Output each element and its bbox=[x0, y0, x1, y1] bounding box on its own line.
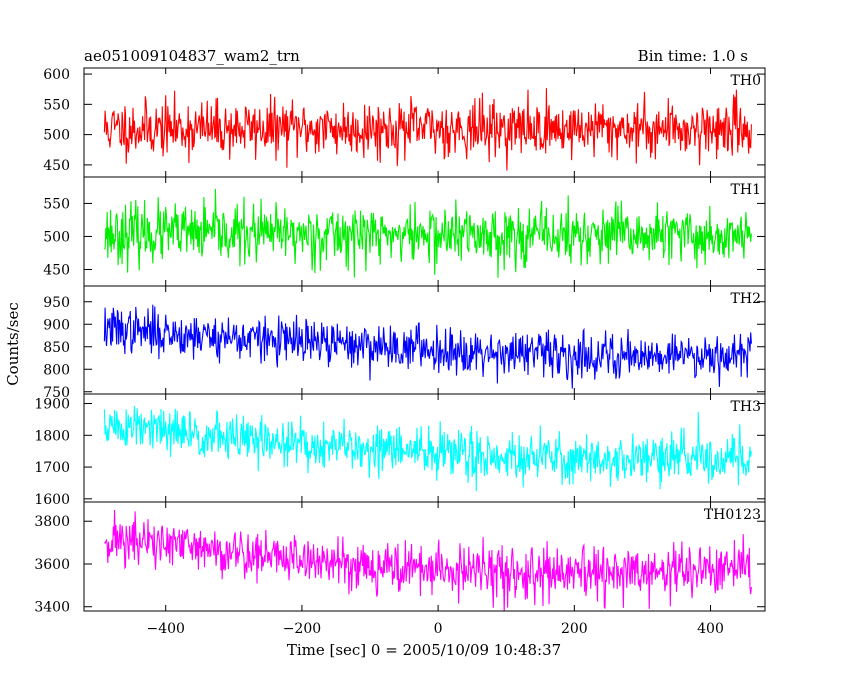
series-line-th3 bbox=[103, 405, 752, 492]
y-tick-label: 3600 bbox=[34, 557, 70, 573]
panel-label-th0: TH0 bbox=[731, 73, 761, 89]
y-tick-label: 1600 bbox=[34, 492, 70, 508]
x-tick-label: 400 bbox=[697, 621, 724, 637]
y-tick-label: 3800 bbox=[34, 514, 70, 530]
series-line-th1 bbox=[104, 188, 752, 278]
panel-th0123: 3400 3600 3800 TH0123 bbox=[34, 501, 766, 616]
panel-frame bbox=[83, 285, 766, 395]
y-tick-label: 450 bbox=[43, 262, 70, 278]
y-tick-label: 450 bbox=[43, 158, 70, 174]
series-line-th0 bbox=[103, 88, 752, 171]
panel-label-th2: TH2 bbox=[731, 291, 761, 307]
x-tick-label: 200 bbox=[561, 621, 588, 637]
y-tick-label: 500 bbox=[43, 229, 70, 245]
series-line-th2 bbox=[103, 304, 752, 389]
panel-th1: 450 500 550 TH1 bbox=[43, 176, 766, 287]
bin-time-label: Bin time: 1.0 s bbox=[638, 47, 748, 65]
panel-label-th3: TH3 bbox=[731, 399, 761, 415]
panel-th0: 450 500 550 600 TH0 bbox=[43, 67, 766, 178]
x-tick-label: −200 bbox=[283, 621, 321, 637]
panel-frame bbox=[83, 501, 766, 612]
y-tick-label: 550 bbox=[43, 196, 70, 212]
y-tick-label: 850 bbox=[43, 340, 70, 356]
y-tick-label: 500 bbox=[43, 128, 70, 144]
y-tick-label: 950 bbox=[43, 295, 70, 311]
chart-title: ae051009104837_wam2_trn bbox=[84, 47, 300, 65]
y-tick-label: 600 bbox=[43, 67, 70, 83]
panel-label-th0123: TH0123 bbox=[704, 507, 761, 523]
x-axis-label: Time [sec] 0 = 2005/10/09 10:48:37 bbox=[287, 641, 561, 659]
y-axis-label: Counts/sec bbox=[4, 302, 22, 386]
y-tick-label: 1900 bbox=[34, 397, 70, 413]
y-tick-label: 800 bbox=[43, 362, 70, 378]
x-tick-label: 0 bbox=[434, 621, 443, 637]
panel-th2: 750 800 850 900 950 TH2 bbox=[43, 285, 766, 401]
y-tick-label: 750 bbox=[43, 385, 70, 401]
x-tick-label: −400 bbox=[146, 621, 184, 637]
y-tick-label: 3400 bbox=[34, 600, 70, 616]
panel-label-th1: TH1 bbox=[731, 182, 761, 198]
y-tick-label: 550 bbox=[43, 97, 70, 113]
panel-th3: 1600 1700 1800 1900 TH3 bbox=[34, 393, 766, 508]
y-tick-label: 900 bbox=[43, 317, 70, 333]
series-line-th0123 bbox=[104, 509, 752, 611]
y-tick-label: 1800 bbox=[34, 428, 70, 444]
y-tick-label: 1700 bbox=[34, 460, 70, 476]
panels-group: 450 500 550 600 TH0 450 500 550 TH1 750 800 850 900 9… bbox=[34, 67, 766, 637]
